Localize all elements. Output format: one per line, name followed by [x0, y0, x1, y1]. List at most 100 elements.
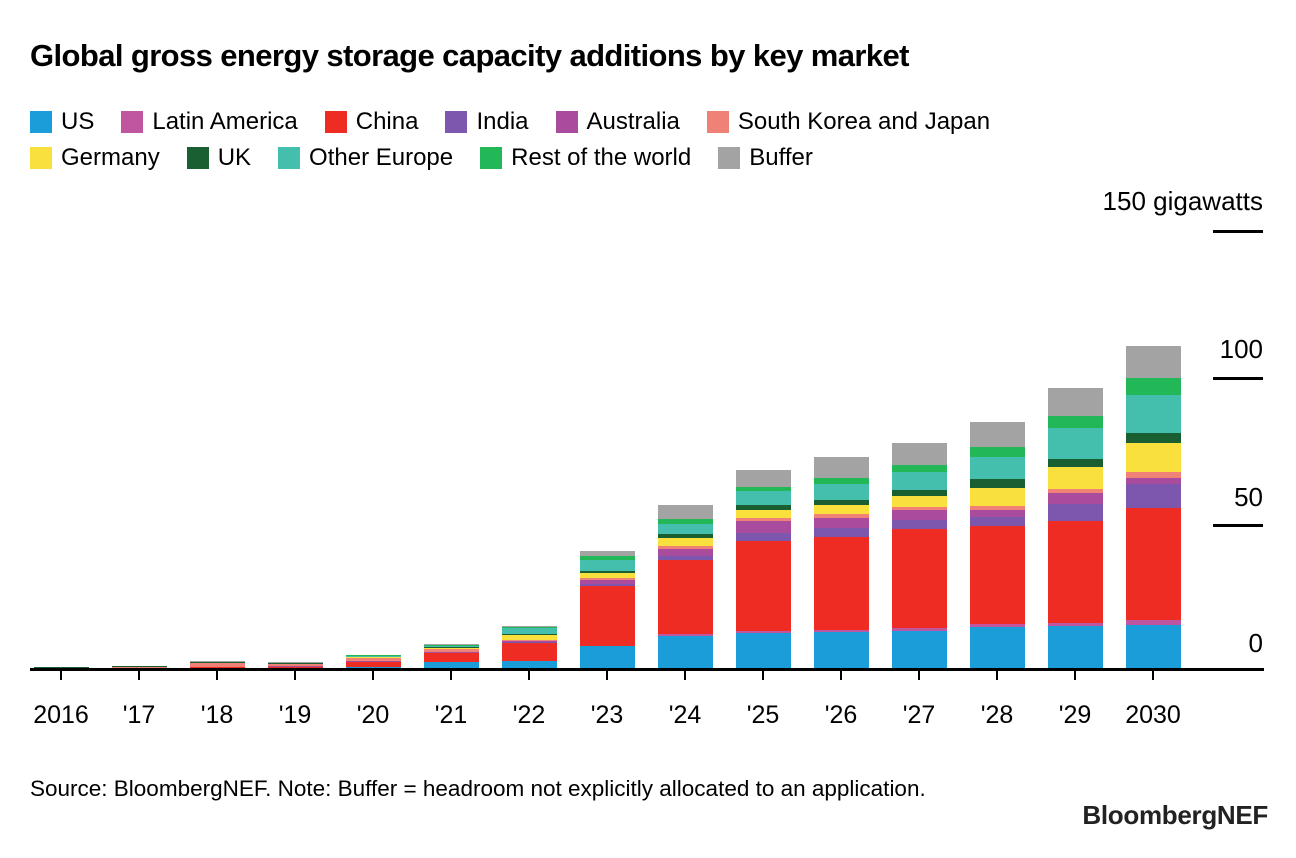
segment-buffer [969, 422, 1025, 448]
segment-germany [33, 667, 89, 669]
x-axis-tick-22 [528, 671, 530, 680]
segment-australia [1125, 477, 1181, 485]
y-axis-label-100: 100 [1219, 334, 1263, 364]
segment-latin-america [735, 631, 791, 633]
bar-26 [813, 457, 869, 670]
segment-south-korea-and-japan [579, 577, 635, 580]
legend-row-1: US Latin America China India Australia South … [30, 104, 990, 140]
segment-rest-of-the-world [423, 644, 479, 646]
segment-us [735, 633, 791, 670]
segment-buffer [1125, 346, 1181, 378]
segment-germany [501, 634, 557, 640]
x-axis-tick-19 [294, 671, 296, 680]
segment-buffer [1047, 387, 1103, 417]
y-axis-unit-label: 150 gigawatts [1102, 186, 1263, 216]
segment-other-europe [1125, 395, 1181, 433]
segment-germany [345, 657, 401, 659]
legend-item-india: India [445, 108, 529, 136]
y-axis-tick-100 [1213, 377, 1263, 380]
segment-other-europe [969, 457, 1025, 479]
segment-rest-of-the-world [891, 464, 947, 473]
bar-23 [579, 550, 635, 670]
segment-india [657, 556, 713, 560]
x-axis-label-21: '21 [434, 701, 468, 729]
segment-us [501, 661, 557, 670]
segment-us [657, 635, 713, 670]
segment-china [189, 667, 245, 669]
segment-south-korea-and-japan [1047, 489, 1103, 493]
x-axis-tick-29 [1074, 671, 1076, 680]
legend-item-other-europe: Other Europe [278, 144, 453, 172]
segment-other-europe [579, 559, 635, 571]
segment-rest-of-the-world [1047, 416, 1103, 428]
segment-south-korea-and-japan [657, 546, 713, 550]
x-axis-tick-28 [996, 671, 998, 680]
segment-latin-america [813, 630, 869, 633]
segment-us [423, 662, 479, 670]
bar-21 [423, 644, 479, 670]
legend-item-south-korea-and-japan: South Korea and Japan [706, 108, 991, 136]
segment-uk [345, 656, 401, 658]
legend-label: South Korea and Japan [737, 108, 991, 135]
segment-germany [813, 504, 869, 515]
x-axis-tick-27 [918, 671, 920, 680]
legend-label: Latin America [152, 108, 298, 135]
legend-item-germany: Germany [30, 144, 160, 172]
bar-24 [657, 505, 713, 670]
segment-china [423, 652, 479, 663]
segment-us [891, 630, 947, 670]
legend-swatch-icon [278, 147, 301, 169]
x-axis-label-18: '18 [200, 701, 234, 729]
legend: US Latin America China India Australia South … [30, 104, 990, 176]
segment-india [969, 517, 1025, 526]
x-axis-tick-17 [138, 671, 140, 680]
legend-swatch-icon [555, 111, 578, 133]
legend-swatch-icon [121, 111, 144, 133]
segment-other-europe [813, 483, 869, 500]
legend-swatch-icon [706, 111, 729, 133]
source-note: Source: BloombergNEF. Note: Buffer = hea… [30, 776, 926, 801]
segment-uk [1047, 458, 1103, 468]
segment-south-korea-and-japan [1125, 471, 1181, 478]
x-axis-label-27: '27 [902, 701, 936, 729]
x-axis-tick-2030 [1152, 671, 1154, 680]
segment-india [813, 528, 869, 537]
segment-us [969, 626, 1025, 670]
segment-germany [657, 537, 713, 547]
legend-swatch-icon [186, 147, 209, 169]
segment-china [579, 585, 635, 646]
segment-buffer [657, 505, 713, 519]
segment-australia [1047, 492, 1103, 505]
segment-south-korea-and-japan [969, 506, 1025, 511]
segment-south-korea-and-japan [189, 663, 245, 667]
y-axis-tick-50 [1213, 524, 1263, 527]
segment-germany [1125, 442, 1181, 472]
x-axis-label-19: '19 [278, 701, 312, 729]
segment-latin-america [1047, 622, 1103, 627]
segment-south-korea-and-japan [813, 514, 869, 518]
legend-swatch-icon [445, 111, 468, 133]
segment-australia [501, 641, 557, 643]
segment-rest-of-the-world [969, 447, 1025, 458]
segment-china [735, 540, 791, 632]
segment-germany [969, 487, 1025, 507]
legend-row-2: Germany UK Other Europe Rest of the world Bu… [30, 140, 990, 176]
segment-australia [813, 517, 869, 529]
bar-22 [501, 625, 557, 670]
segment-latin-america [579, 645, 635, 647]
segment-rest-of-the-world [813, 477, 869, 484]
segment-australia [969, 510, 1025, 518]
segment-uk [813, 499, 869, 505]
segment-latin-america [969, 623, 1025, 627]
segment-south-korea-and-japan [501, 639, 557, 642]
legend-swatch-icon [30, 147, 52, 169]
x-axis-tick-21 [450, 671, 452, 680]
segment-germany [1047, 467, 1103, 490]
x-axis-label-2030: 2030 [1125, 701, 1181, 729]
segment-china [813, 536, 869, 631]
legend-item-latin-america: Latin America [121, 108, 298, 136]
bloombergnef-logo: BloombergNEF [1082, 800, 1268, 830]
segment-latin-america [1125, 619, 1181, 625]
segment-latin-america [657, 634, 713, 636]
